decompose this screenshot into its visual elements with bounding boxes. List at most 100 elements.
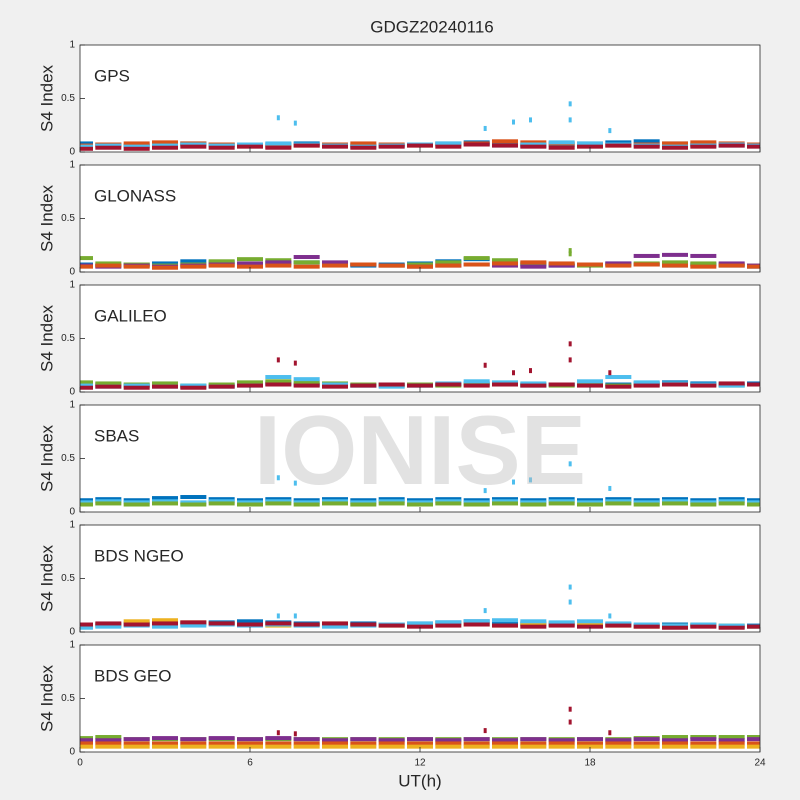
data-point <box>152 143 178 148</box>
data-point <box>548 741 575 746</box>
data-point <box>265 260 292 265</box>
data-point <box>520 144 547 149</box>
data-point <box>123 622 150 627</box>
data-point <box>293 502 320 507</box>
data-point <box>265 379 292 384</box>
data-point <box>568 461 572 467</box>
data-point <box>520 142 547 147</box>
y-tick-label: 1 <box>69 400 75 411</box>
y-tick-label: 0.5 <box>61 573 75 584</box>
data-point <box>293 741 320 746</box>
data-point <box>463 737 490 742</box>
data-point <box>605 501 632 506</box>
data-point <box>378 741 405 746</box>
data-point <box>322 497 348 502</box>
data-point <box>180 385 207 390</box>
data-point <box>577 502 603 507</box>
data-point <box>520 502 547 507</box>
data-point <box>463 619 490 624</box>
data-point <box>718 261 745 266</box>
data-point <box>492 380 518 385</box>
data-point <box>463 502 490 507</box>
data-point <box>80 264 93 269</box>
data-point <box>152 145 178 150</box>
data-point <box>718 738 745 743</box>
data-point <box>123 502 150 507</box>
data-point <box>180 502 207 507</box>
data-point <box>520 264 547 269</box>
data-point <box>350 145 377 150</box>
panel-label: SBAS <box>94 426 139 445</box>
data-point <box>152 496 178 501</box>
panel-label: BDS NGEO <box>94 546 184 565</box>
data-point <box>529 117 532 123</box>
data-point <box>123 619 150 624</box>
data-point <box>208 384 235 389</box>
data-point <box>378 384 405 389</box>
data-point <box>690 140 717 145</box>
data-point <box>463 262 490 267</box>
data-point <box>80 738 93 743</box>
data-point <box>463 256 490 261</box>
data-point <box>568 584 572 590</box>
data-point <box>237 622 263 627</box>
y-tick-label: 1 <box>69 160 75 171</box>
data-point <box>633 383 660 388</box>
data-point <box>690 500 717 505</box>
data-point <box>548 501 575 506</box>
data-point <box>123 383 150 388</box>
data-point <box>435 623 462 628</box>
data-point <box>662 141 688 146</box>
data-point <box>407 502 433 507</box>
data-point <box>152 499 178 504</box>
data-point <box>322 624 348 629</box>
data-point <box>690 624 717 629</box>
data-point <box>378 623 405 628</box>
data-point <box>378 738 405 743</box>
data-point <box>435 501 462 506</box>
data-point <box>208 382 235 387</box>
data-point <box>95 741 122 746</box>
data-point <box>548 499 575 504</box>
data-point <box>265 263 292 268</box>
data-point <box>293 737 320 742</box>
data-point <box>95 145 122 150</box>
y-axis-label: S4 Index <box>37 304 56 372</box>
data-point <box>548 140 575 145</box>
data-point <box>95 263 122 268</box>
data-point <box>123 264 150 269</box>
data-point <box>435 744 462 749</box>
y-tick-label: 0 <box>69 147 75 158</box>
data-point <box>265 145 292 150</box>
data-point <box>577 624 603 629</box>
data-point <box>633 741 660 746</box>
data-point <box>605 497 632 502</box>
data-point <box>605 499 632 504</box>
data-point <box>548 261 575 266</box>
data-point <box>662 252 688 257</box>
data-point <box>747 737 760 742</box>
data-point <box>265 741 292 746</box>
data-point <box>80 383 93 388</box>
data-point <box>123 500 150 505</box>
data-point <box>548 382 575 387</box>
x-tick-label: 0 <box>77 758 83 769</box>
data-point <box>237 380 263 385</box>
data-point <box>520 624 547 629</box>
data-point <box>577 741 603 746</box>
data-point <box>208 741 235 746</box>
y-tick-label: 1 <box>69 40 75 51</box>
data-point <box>633 144 660 149</box>
data-point <box>293 264 320 269</box>
data-point <box>407 498 433 503</box>
data-point <box>690 253 717 258</box>
data-point <box>276 613 280 619</box>
panel-label: BDS GEO <box>94 666 171 685</box>
data-point <box>322 738 348 743</box>
data-point <box>95 621 122 626</box>
data-point <box>80 744 93 749</box>
data-point <box>690 622 717 627</box>
data-point <box>350 737 377 742</box>
data-point <box>180 383 207 388</box>
y-axis-label: S4 Index <box>37 544 56 612</box>
